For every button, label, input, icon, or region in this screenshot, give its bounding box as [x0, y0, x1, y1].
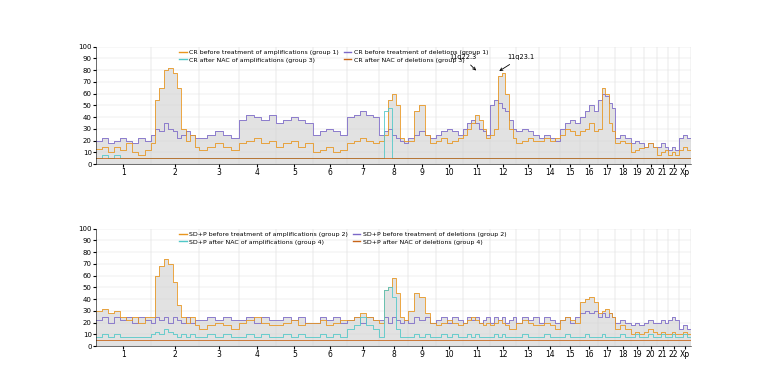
Legend: SD+P before treatment of amplifications (group 2), SD+P after NAC of amplificati: SD+P before treatment of amplifications … — [177, 230, 509, 247]
Text: 11q22.3: 11q22.3 — [449, 54, 476, 70]
Text: 11q23.1: 11q23.1 — [500, 54, 535, 70]
Legend: CR before treatment of amplifications (group 1), CR after NAC of amplifications : CR before treatment of amplifications (g… — [177, 47, 491, 65]
